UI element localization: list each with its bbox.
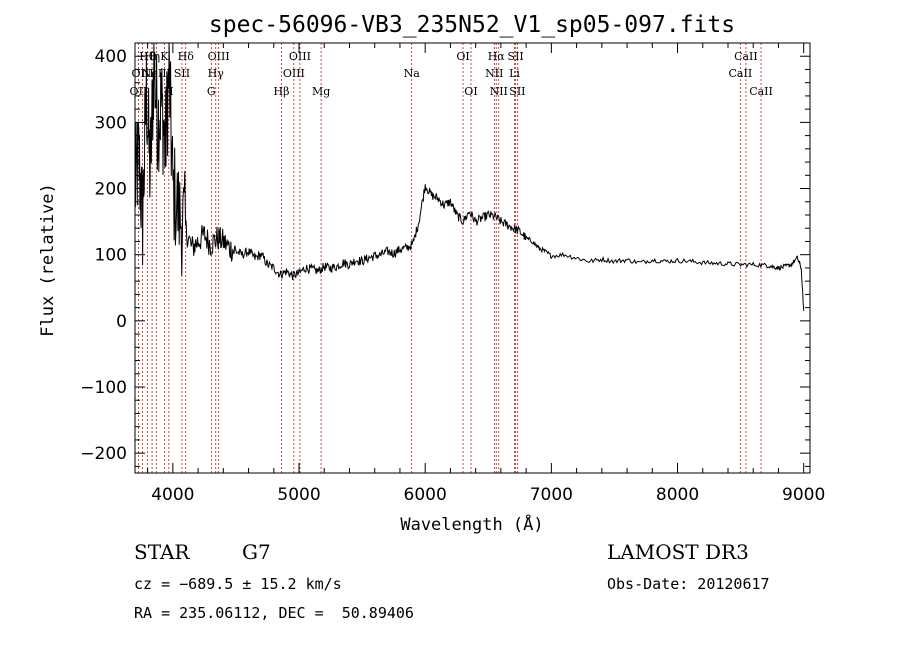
line-label: CaII [734,50,758,63]
spectrum-line [134,42,805,311]
y-axis-label: Flux (relative) [38,183,58,337]
line-label: CaII [729,67,753,80]
x-axis-label: Wavelength (Å) [400,513,543,535]
object-class: STAR [134,540,190,564]
line-label: OII [130,85,148,98]
line-label: K [160,50,169,63]
line-label: OIII [132,67,154,80]
y-tick-label: 200 [95,180,127,200]
line-label: Hβ [274,85,290,98]
observation-date: Obs-Date: 20120617 [607,575,770,593]
y-tick-label: −200 [80,444,127,464]
y-tick-label: 300 [95,113,127,133]
line-label: NII [485,67,503,80]
line-label: SII [509,85,525,98]
line-label: NII [490,85,508,98]
x-tick-label: 5000 [277,485,320,505]
line-label: SII [174,67,190,80]
y-tick-label: 100 [95,246,127,266]
line-label: G [207,85,216,98]
y-tick-label: −100 [80,378,127,398]
line-label: Hα [488,50,506,63]
chart-title: spec-56096-VB3_235N52_V1_sp05-097.fits [209,12,735,38]
x-tick-label: 6000 [404,485,447,505]
line-label: OI [464,85,477,98]
object-subclass: G7 [242,540,271,564]
axis-ticks: 4000 5000 6000 7000 8000 9000 −200 −100 0 100 200 3… [80,42,825,505]
emission-line-labels: OIIHθOIIIHηNeIIIKHSIIHδHγGOIIIHβOIIIOIII… [130,50,773,98]
x-tick-label: 4000 [151,485,194,505]
x-tick-label: 8000 [656,485,699,505]
line-label: Hγ [208,67,225,80]
redshift-velocity: cz = −689.5 ± 15.2 km/s [134,575,342,593]
line-label: Na [404,67,421,80]
line-label: CaII [749,85,773,98]
y-tick-label: 400 [95,47,127,67]
survey-name: LAMOST DR3 [607,540,749,564]
line-label: H [164,85,174,98]
line-label: OIII [208,50,230,63]
line-label: OIII [289,50,311,63]
line-label: Hθ [139,50,156,63]
line-label: OIII [283,67,305,80]
coordinates: RA = 235.06112, DEC = 50.89406 [134,604,414,622]
line-label: SII [508,50,524,63]
x-tick-label: 7000 [530,485,573,505]
x-tick-label: 9000 [782,485,825,505]
line-label: Hδ [178,50,195,63]
line-label: OI [456,50,469,63]
y-tick-label: 0 [116,312,127,332]
line-label: Mg [312,85,330,98]
line-label: Li [509,67,520,80]
plot-frame [134,42,811,474]
